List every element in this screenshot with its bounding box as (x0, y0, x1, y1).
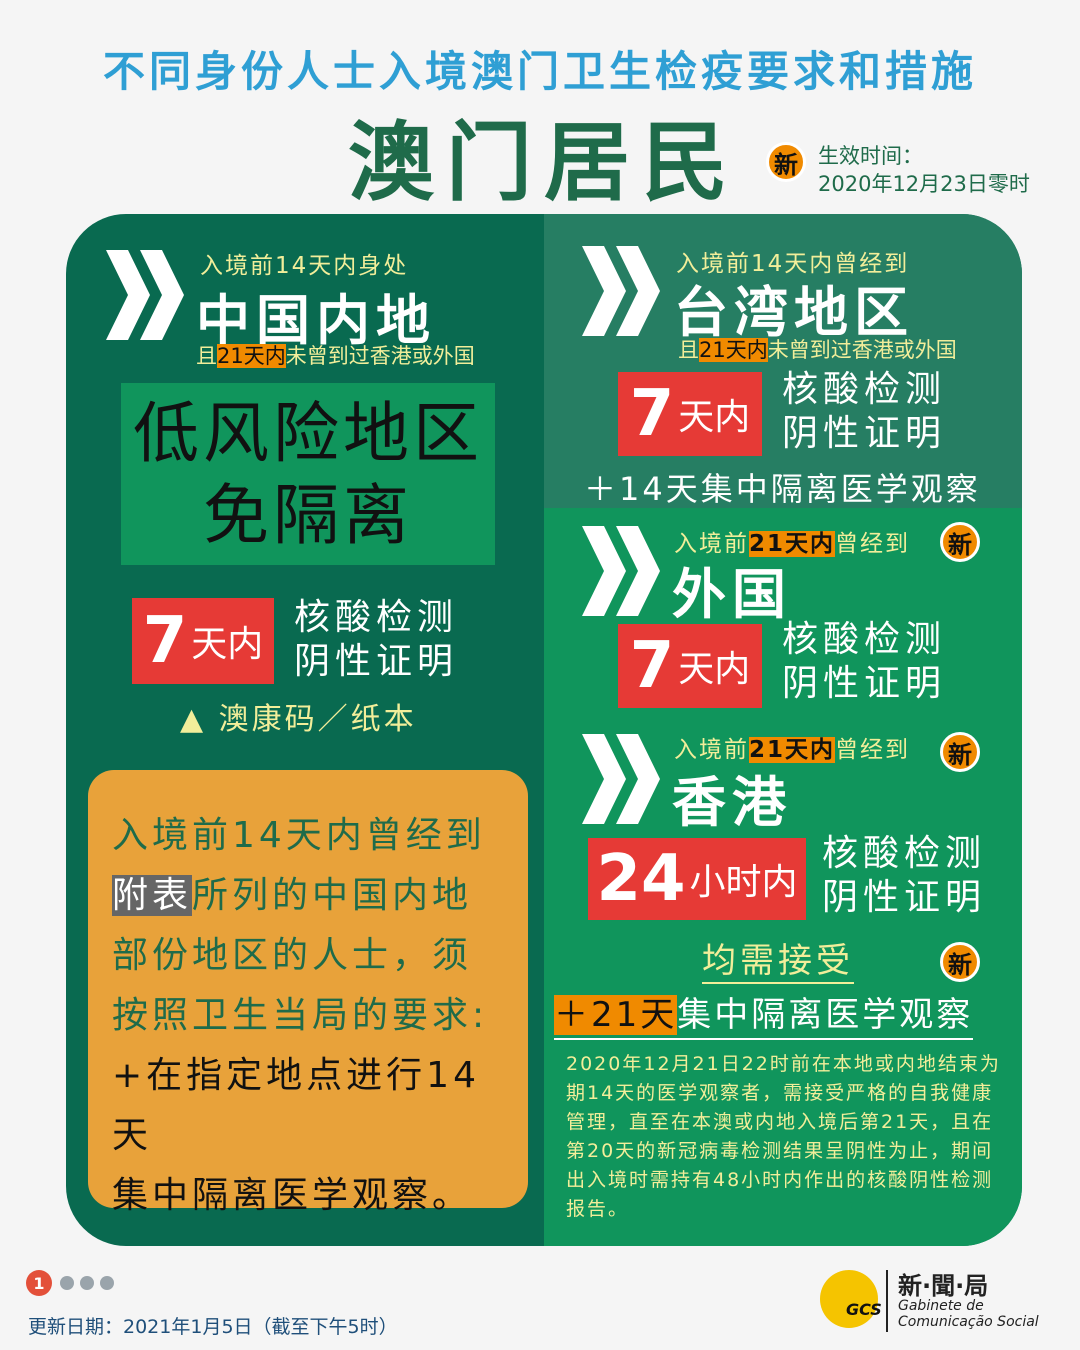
page-indicator-dot[interactable] (60, 1276, 74, 1290)
new-badge: 新 (766, 142, 806, 182)
cond-text: 未曾到过香港或外国 (285, 344, 475, 368)
foreign-title: 外国 (672, 563, 792, 626)
foreign-pre: 入境前21天内曾经到 (674, 524, 910, 558)
special-regions-box: 入境前14天内曾经到 附表所列的中国内地 部份地区的人士，须 按照卫生当局的要求… (88, 770, 528, 1216)
hk-pre: 入境前21天内曾经到 (674, 730, 910, 764)
annex-link[interactable]: 附表 (112, 875, 193, 916)
test-line: 核酸检测 (822, 833, 987, 874)
test-unit: 天内 (678, 397, 751, 438)
hk-title: 香港 (672, 771, 792, 834)
no-quarantine-label: 免隔离 (203, 477, 413, 554)
box-line: 部份地区的人士，须 (112, 935, 473, 976)
low-risk-label: 低风险地区 (133, 395, 483, 472)
test-window-badge: 7 天内 (618, 372, 762, 456)
taiwan-quarantine: ＋14天集中隔离医学观察 (584, 470, 981, 508)
test-window-badge: 7 天内 (618, 624, 762, 708)
page-title: 澳门居民 (348, 113, 740, 213)
logo-cn: 新·聞·局 (898, 1272, 989, 1300)
supertitle: 不同身份人士入境澳门卫生检疫要求和措施 (102, 47, 977, 96)
cond-text: 且 (196, 344, 217, 368)
test-unit: 小时内 (689, 862, 798, 903)
health-code-line: ▲ 澳康码／纸本 (180, 702, 417, 737)
new-badge: 新 (940, 732, 980, 772)
logo-pt: Gabinete de Comunicação Social (898, 1298, 1039, 1330)
taiwan-title: 台湾地区 (674, 281, 914, 344)
cond-highlight: 21天内 (217, 344, 286, 368)
pre-highlight: 21天内 (749, 737, 836, 763)
box-line: 按照卫生当局的要求: (112, 995, 489, 1036)
test-number: 7 (629, 629, 675, 703)
test-line: 核酸检测 (294, 597, 459, 638)
logo-pt-line: Comunicação Social (898, 1314, 1039, 1330)
logo-pt-line: Gabinete de (898, 1298, 984, 1314)
test-window-badge: 7 天内 (132, 598, 274, 684)
taiwan-condition: 且21天内未曾到过香港或外国 (678, 334, 957, 364)
test-unit: 天内 (678, 649, 751, 690)
effective-value: 2020年12月23日零时 (818, 172, 1030, 196)
cond-highlight: 21天内 (699, 338, 768, 362)
mainland-condition: 且21天内未曾到过香港或外国 (196, 340, 475, 370)
chevron-icon (582, 246, 660, 336)
logo-circle-icon (820, 1270, 878, 1328)
pre-text: 曾经到 (835, 737, 911, 763)
gcs-logo: GCS (800, 1266, 882, 1332)
test-line: 核酸检测 (782, 619, 947, 660)
test-requirement: 核酸检测 阴性证明 (294, 596, 458, 684)
test-requirement: 核酸检测 阴性证明 (782, 618, 946, 706)
hk-must-accept: 均需接受 (702, 940, 854, 984)
box-line: 入境前14天内曾经到 (112, 815, 486, 856)
test-line: 阴性证明 (294, 641, 459, 682)
test-line: 阴性证明 (782, 413, 947, 454)
test-number: 7 (629, 377, 675, 451)
box-line: +在指定地点进行14天 (112, 1055, 480, 1156)
quarantine-highlight: ＋21天 (554, 995, 678, 1035)
cond-text: 且 (678, 338, 699, 362)
low-risk-box: 低风险地区 免隔离 (121, 383, 495, 565)
test-requirement: 核酸检测 阴性证明 (782, 368, 946, 456)
taiwan-pre: 入境前14天内曾经到 (676, 251, 910, 277)
test-line: 阴性证明 (782, 663, 947, 704)
pre-text: 入境前 (674, 531, 749, 557)
test-unit: 天内 (191, 624, 264, 665)
mainland-title: 中国内地 (196, 289, 436, 352)
test-number: 24 (596, 842, 686, 916)
page-indicator-dot[interactable] (80, 1276, 94, 1290)
test-window-badge: 24 小时内 (588, 838, 806, 920)
new-badge: 新 (940, 522, 980, 562)
chevron-icon (582, 526, 660, 616)
quarantine-text: 集中隔离医学观察 (677, 995, 974, 1035)
hk-note: 2020年12月21日22时前在本地或内地结束为期14天的医学观察者，需接受严格… (566, 1053, 1001, 1220)
mainland-pre: 入境前14天内身处 (200, 253, 409, 279)
taiwan-panel (544, 214, 1022, 508)
hk-quarantine: ＋21天集中隔离医学观察 (554, 992, 974, 1040)
logo-mark: GCS (846, 1300, 882, 1319)
test-number: 7 (142, 604, 188, 678)
new-badge: 新 (940, 942, 980, 982)
logo-divider (886, 1270, 888, 1332)
effective-time: 生效时间： 2020年12月23日零时 (818, 142, 1030, 198)
box-line: 所列的中国内地 (192, 875, 473, 916)
cond-text: 未曾到过香港或外国 (767, 338, 957, 362)
pre-text: 曾经到 (835, 531, 911, 557)
effective-label: 生效时间： (818, 144, 923, 168)
test-line: 核酸检测 (782, 369, 947, 410)
pre-highlight: 21天内 (749, 531, 836, 557)
page-indicator-active[interactable]: 1 (26, 1270, 52, 1296)
chevron-icon (582, 734, 660, 824)
info-card: 入境前14天内身处 中国内地 且21天内未曾到过香港或外国 低风险地区 免隔离 7… (66, 214, 1022, 1246)
box-line: 集中隔离医学观察。 (112, 1175, 473, 1216)
pre-text: 入境前 (674, 737, 749, 763)
page-indicator-dot[interactable] (100, 1276, 114, 1290)
test-line: 阴性证明 (822, 877, 987, 918)
test-requirement: 核酸检测 阴性证明 (822, 832, 986, 920)
chevron-icon (106, 250, 184, 340)
update-date: 更新日期：2021年1月5日（截至下午5时） (28, 1316, 398, 1338)
